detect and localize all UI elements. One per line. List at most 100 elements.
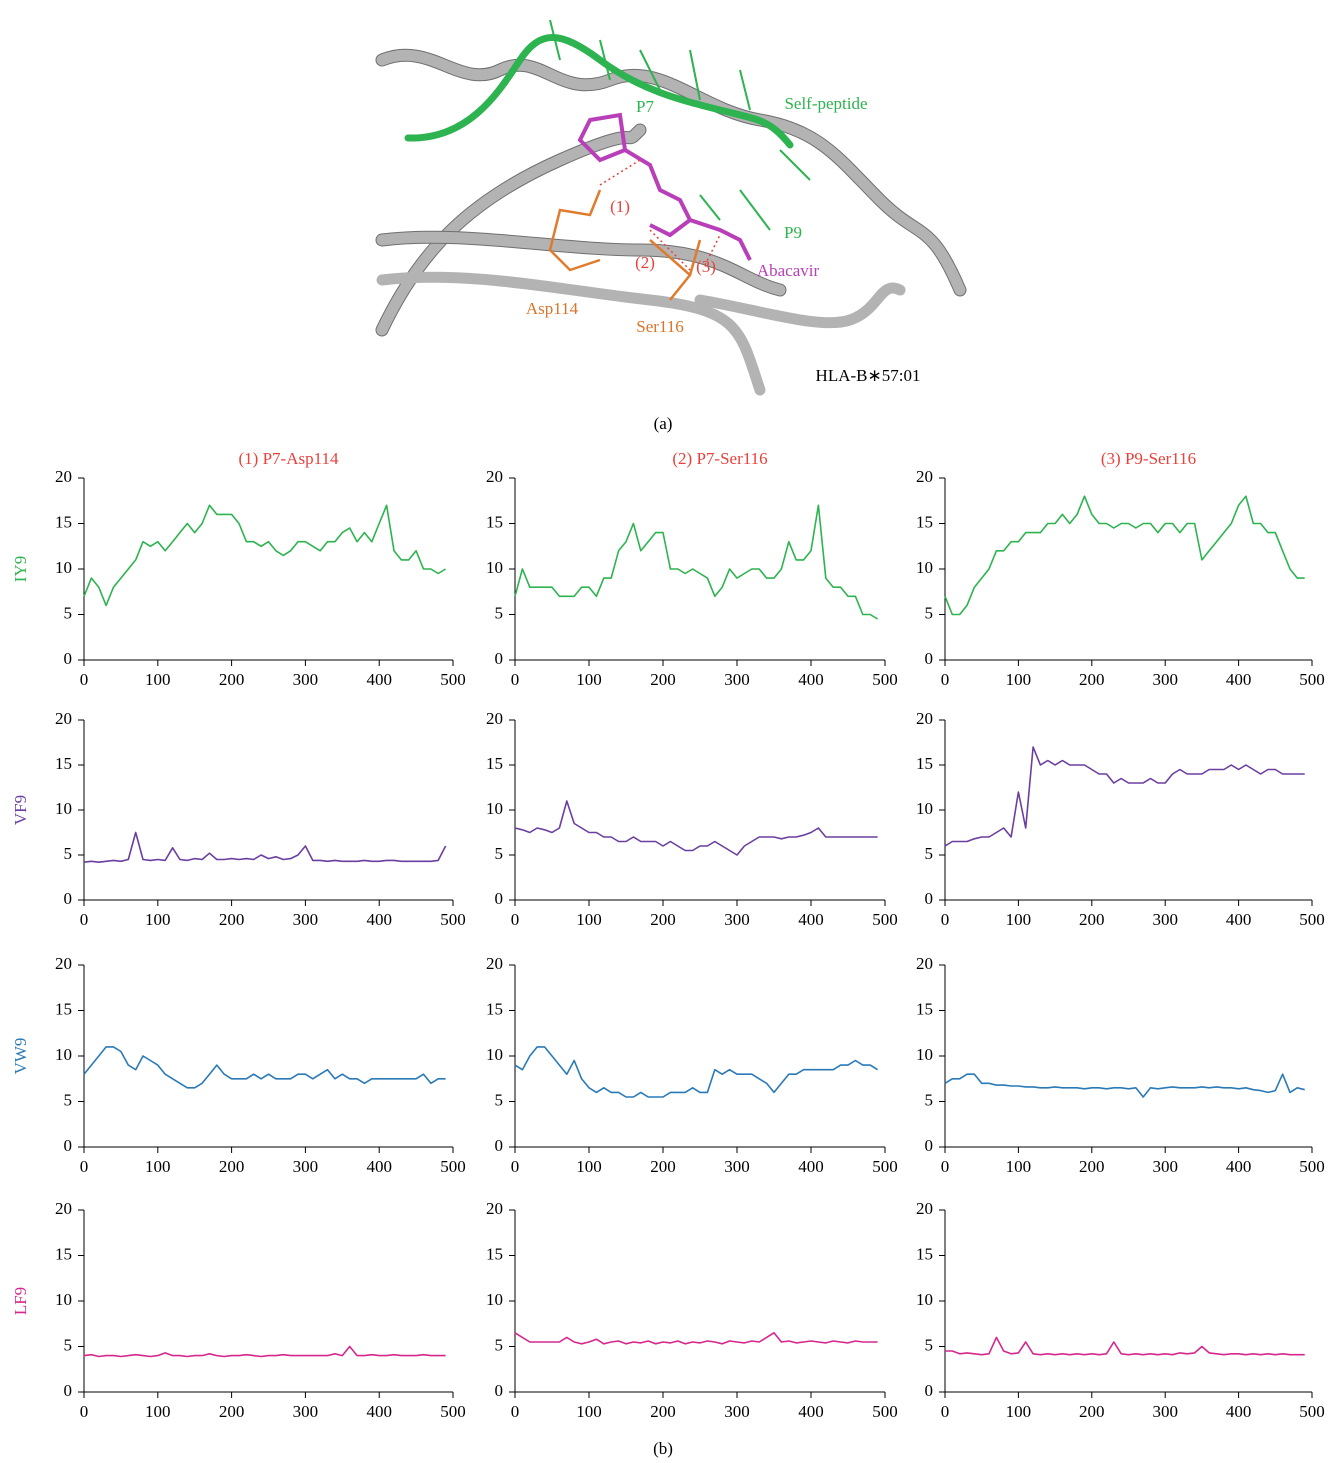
x-tick-label: 300 <box>1152 1157 1178 1176</box>
chart-title: (3) P9-Ser116 <box>1101 449 1196 468</box>
y-tick-label: 15 <box>916 1244 933 1263</box>
label: Abacavir <box>757 261 820 280</box>
x-tick-label: 500 <box>440 910 466 929</box>
y-tick-label: 0 <box>925 889 934 908</box>
x-tick-label: 400 <box>366 670 392 689</box>
y-tick-label: 0 <box>495 889 504 908</box>
x-tick-label: 300 <box>724 1402 750 1421</box>
chart-title: (1) P7-Asp114 <box>239 449 339 468</box>
x-tick-label: 0 <box>80 1157 89 1176</box>
x-tick-label: 300 <box>1152 1402 1178 1421</box>
x-tick-label: 500 <box>1299 670 1325 689</box>
y-tick-label: 15 <box>916 999 933 1018</box>
y-tick-label: 5 <box>925 1090 934 1109</box>
x-tick-label: 500 <box>440 670 466 689</box>
y-tick-label: 0 <box>495 1136 504 1155</box>
label: (2) <box>635 253 655 272</box>
y-tick-label: 5 <box>925 844 934 863</box>
x-tick-label: 0 <box>941 670 950 689</box>
y-tick-label: 20 <box>55 709 72 728</box>
chart-title: (2) P7-Ser116 <box>672 449 767 468</box>
x-tick-label: 300 <box>293 910 319 929</box>
y-tick-label: 20 <box>55 1199 72 1218</box>
label: (1) <box>610 197 630 216</box>
x-tick-label: 300 <box>293 1402 319 1421</box>
y-tick-label: 10 <box>916 558 933 577</box>
y-tick-label: 10 <box>916 799 933 818</box>
x-tick-label: 100 <box>576 1157 602 1176</box>
y-tick-label: 5 <box>495 1090 504 1109</box>
x-tick-label: 500 <box>872 1402 898 1421</box>
y-axis-label: VF9 <box>11 795 30 825</box>
x-tick-label: 500 <box>872 1157 898 1176</box>
label: P9 <box>784 223 802 242</box>
y-tick-label: 20 <box>916 709 933 728</box>
y-axis-label: VW9 <box>11 1038 30 1075</box>
label: P7 <box>636 97 654 116</box>
y-tick-label: 5 <box>64 1090 73 1109</box>
x-tick-label: 400 <box>798 670 824 689</box>
data-line <box>515 801 878 855</box>
x-tick-label: 100 <box>1006 910 1032 929</box>
y-tick-label: 10 <box>55 1045 72 1064</box>
x-tick-label: 100 <box>145 910 171 929</box>
y-tick-label: 15 <box>486 754 503 773</box>
x-tick-label: 0 <box>80 670 89 689</box>
y-tick-label: 15 <box>486 999 503 1018</box>
y-axis-label: IY9 <box>11 556 30 582</box>
x-tick-label: 200 <box>650 1157 676 1176</box>
x-tick-label: 100 <box>576 1402 602 1421</box>
data-line <box>945 1337 1305 1354</box>
data-line <box>84 1047 446 1088</box>
x-tick-label: 100 <box>576 670 602 689</box>
y-tick-label: 5 <box>495 1335 504 1354</box>
y-tick-label: 0 <box>64 1381 73 1400</box>
caption: (a) <box>654 414 673 433</box>
y-tick-label: 20 <box>916 467 933 486</box>
x-tick-label: 100 <box>145 670 171 689</box>
x-tick-label: 0 <box>941 1157 950 1176</box>
y-tick-label: 20 <box>55 954 72 973</box>
x-tick-label: 200 <box>219 670 245 689</box>
y-tick-label: 15 <box>486 512 503 531</box>
x-tick-label: 400 <box>1226 910 1252 929</box>
x-tick-label: 500 <box>1299 910 1325 929</box>
x-tick-label: 300 <box>1152 910 1178 929</box>
label: Ser116 <box>636 317 684 336</box>
x-tick-label: 100 <box>145 1402 171 1421</box>
y-tick-label: 15 <box>486 1244 503 1263</box>
x-tick-label: 500 <box>1299 1402 1325 1421</box>
data-line <box>945 496 1305 614</box>
y-tick-label: 20 <box>55 467 72 486</box>
x-tick-label: 300 <box>724 910 750 929</box>
label: Self-peptide <box>784 94 867 113</box>
y-tick-label: 0 <box>925 649 934 668</box>
y-tick-label: 10 <box>486 799 503 818</box>
data-line <box>515 1047 878 1097</box>
y-tick-label: 15 <box>55 999 72 1018</box>
x-tick-label: 200 <box>1079 1402 1105 1421</box>
x-tick-label: 500 <box>1299 1157 1325 1176</box>
y-tick-label: 20 <box>486 467 503 486</box>
x-tick-label: 400 <box>798 1157 824 1176</box>
y-tick-label: 5 <box>495 844 504 863</box>
x-tick-label: 100 <box>1006 1402 1032 1421</box>
page: Self-peptide P7 P9 (1) (2) (3) Abacavir … <box>0 0 1332 1463</box>
y-tick-label: 5 <box>925 1335 934 1354</box>
y-tick-label: 20 <box>916 1199 933 1218</box>
x-tick-label: 100 <box>576 910 602 929</box>
y-axis-label: LF9 <box>11 1287 30 1315</box>
data-line <box>84 1347 446 1357</box>
x-tick-label: 0 <box>511 1402 520 1421</box>
y-tick-label: 20 <box>486 1199 503 1218</box>
y-tick-label: 0 <box>64 649 73 668</box>
x-tick-label: 300 <box>724 670 750 689</box>
y-tick-label: 5 <box>495 603 504 622</box>
x-tick-label: 400 <box>1226 1402 1252 1421</box>
x-tick-label: 200 <box>219 910 245 929</box>
x-tick-label: 200 <box>219 1402 245 1421</box>
x-tick-label: 400 <box>366 910 392 929</box>
x-tick-label: 500 <box>872 670 898 689</box>
x-tick-label: 300 <box>724 1157 750 1176</box>
y-tick-label: 0 <box>925 1381 934 1400</box>
